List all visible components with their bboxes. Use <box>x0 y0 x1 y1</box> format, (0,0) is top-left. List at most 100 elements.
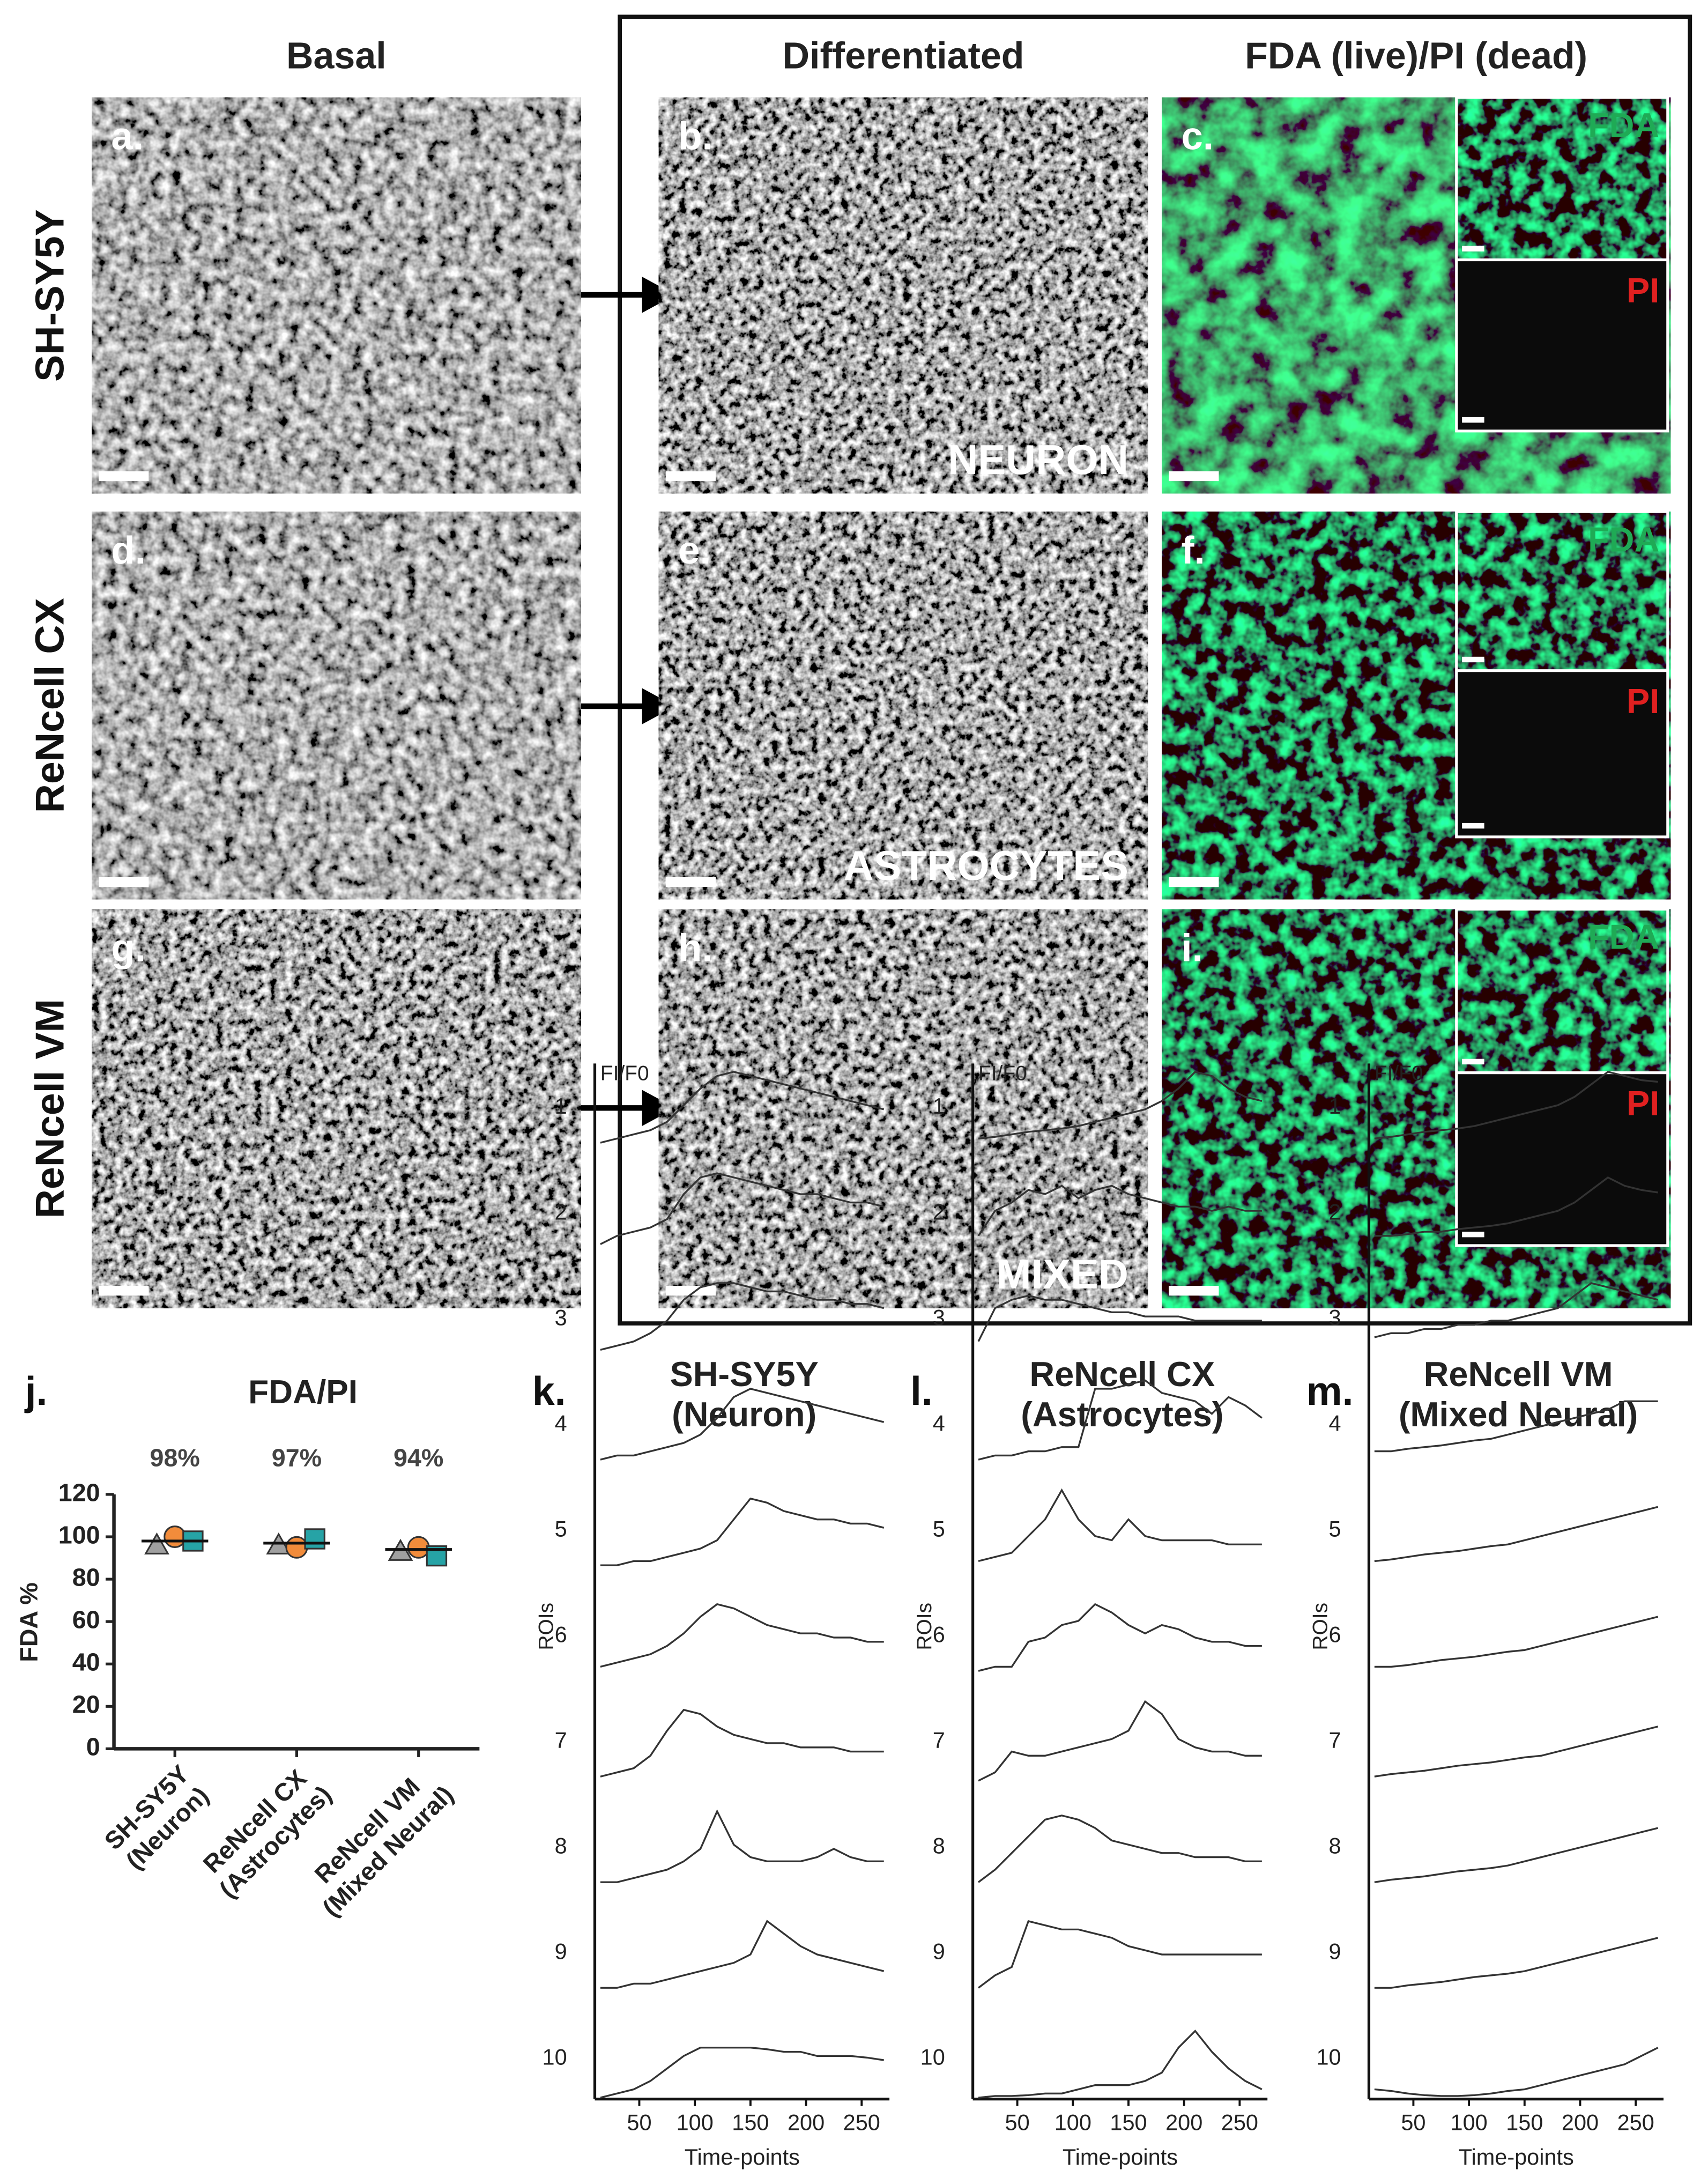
inset-fda <box>1456 97 1668 260</box>
trace-label: 5 <box>555 1516 567 1541</box>
trace <box>1374 1282 1659 1338</box>
scale-bar <box>1462 417 1484 423</box>
inset-label: PI <box>1627 271 1659 310</box>
cell-type-label: ASTROCYTES <box>844 843 1128 889</box>
inset-label: FDA <box>1588 520 1659 559</box>
scale-bar <box>665 1286 716 1296</box>
panel-label: k. <box>532 1368 566 1413</box>
x-tick-label: 100 <box>1054 2109 1091 2135</box>
micrograph <box>92 512 581 900</box>
chart-title-wrap: SH-SY5Y (Neuron) <box>553 1356 935 1473</box>
x-axis-label: Time-points <box>1459 2144 1574 2169</box>
x-tick-label: 50 <box>1401 2109 1425 2135</box>
trace-label: 4 <box>555 1410 567 1435</box>
trace <box>600 1497 885 1566</box>
row-label: ReNcell VM <box>27 999 72 1218</box>
trace-label: 1 <box>1329 1093 1341 1119</box>
trace-label: 6 <box>933 1621 945 1647</box>
chart-title-box: ReNcell CX (Astrocytes) <box>1021 1356 1223 1434</box>
trace-label: 9 <box>555 1938 567 1964</box>
trace <box>1374 1616 1659 1668</box>
x-tick-label: 200 <box>1562 2109 1599 2135</box>
panel-label: f. <box>1181 529 1205 572</box>
scale-bar <box>1462 823 1484 829</box>
chart-title: FDA/PI <box>248 1374 358 1411</box>
y-tick-label: 120 <box>58 1478 100 1506</box>
trace <box>1374 1176 1658 1237</box>
scale-bar <box>99 1286 149 1296</box>
data-point <box>164 1526 187 1549</box>
panel-label: l. <box>910 1368 933 1413</box>
micrograph <box>658 909 1148 1308</box>
x-tick-label: 100 <box>677 2109 714 2135</box>
micrograph <box>658 512 1148 900</box>
panel-label: i. <box>1181 927 1202 970</box>
panel-label: h. <box>678 927 713 970</box>
value-label: 97% <box>272 1443 322 1471</box>
trace <box>978 2030 1263 2099</box>
column-header: Differentiated <box>782 35 1024 77</box>
scale-bar <box>1462 246 1484 252</box>
inset-pi <box>1456 260 1668 431</box>
trace-label: 3 <box>933 1305 945 1330</box>
trace-label: 2 <box>555 1199 567 1224</box>
x-tick-label: 150 <box>1506 2109 1543 2135</box>
trace <box>600 1920 885 1989</box>
trace <box>1374 1937 1659 1989</box>
trace-label: 6 <box>555 1621 567 1647</box>
x-tick-label: 200 <box>788 2109 825 2135</box>
trace-label: 4 <box>1329 1410 1341 1435</box>
inset-label: PI <box>1627 1084 1659 1123</box>
scale-bar <box>1462 1058 1484 1065</box>
x-tick-label: 200 <box>1165 2109 1202 2135</box>
inset-border <box>1455 96 1669 433</box>
x-tick-label: 50 <box>627 2109 651 2135</box>
data-point <box>144 1532 169 1554</box>
y-tick-label: 20 <box>72 1691 100 1719</box>
trace-label: 7 <box>933 1727 945 1752</box>
y-tick-label: 80 <box>72 1563 100 1591</box>
trace-label: 10 <box>543 2044 567 2069</box>
scale-bar <box>1169 877 1219 887</box>
trace <box>978 1071 1263 1140</box>
y-axis-label: ROIs <box>1309 1603 1332 1650</box>
chart-title: SH-SY5Y (Neuron) <box>670 1355 819 1434</box>
trace <box>977 1184 1262 1236</box>
trace-label: 2 <box>1329 1199 1341 1224</box>
inset-label: PI <box>1627 682 1659 721</box>
y-annotation: FI/F0 <box>600 1062 649 1085</box>
scale-bar <box>665 877 716 887</box>
y-axis-label: ROIs <box>535 1603 558 1650</box>
micrograph <box>92 97 581 494</box>
trace-label: 3 <box>1329 1305 1341 1330</box>
scale-bar <box>99 877 149 887</box>
trace-label: 8 <box>1329 1833 1341 1858</box>
trace-label: 9 <box>933 1938 945 1964</box>
trace-label: 2 <box>933 1199 945 1224</box>
trace-label: 5 <box>933 1516 945 1541</box>
trace <box>1374 1506 1659 1563</box>
cell-type-label: NEURON <box>948 437 1128 483</box>
trace-label: 3 <box>555 1305 567 1330</box>
panel-label: e. <box>678 529 711 572</box>
trace <box>1374 1827 1659 1883</box>
panel-label: a. <box>111 115 144 158</box>
inset-border <box>1455 510 1669 839</box>
trace-label: 1 <box>555 1093 567 1119</box>
inset-fda <box>1456 512 1668 671</box>
trace-label: 10 <box>920 2044 945 2069</box>
trace <box>1374 1071 1658 1140</box>
trace <box>600 1172 885 1245</box>
x-tick-label: 250 <box>1221 2109 1258 2135</box>
trace <box>600 1809 884 1883</box>
scale-bar <box>1169 1286 1219 1296</box>
inset-label: FDA <box>1588 106 1659 145</box>
trace-label: 10 <box>1316 2044 1341 2069</box>
trace-label: 9 <box>1329 1938 1341 1964</box>
trace <box>978 1603 1262 1672</box>
trace-label: 5 <box>1329 1516 1341 1541</box>
trace <box>600 2047 884 2099</box>
trace <box>600 1603 884 1668</box>
